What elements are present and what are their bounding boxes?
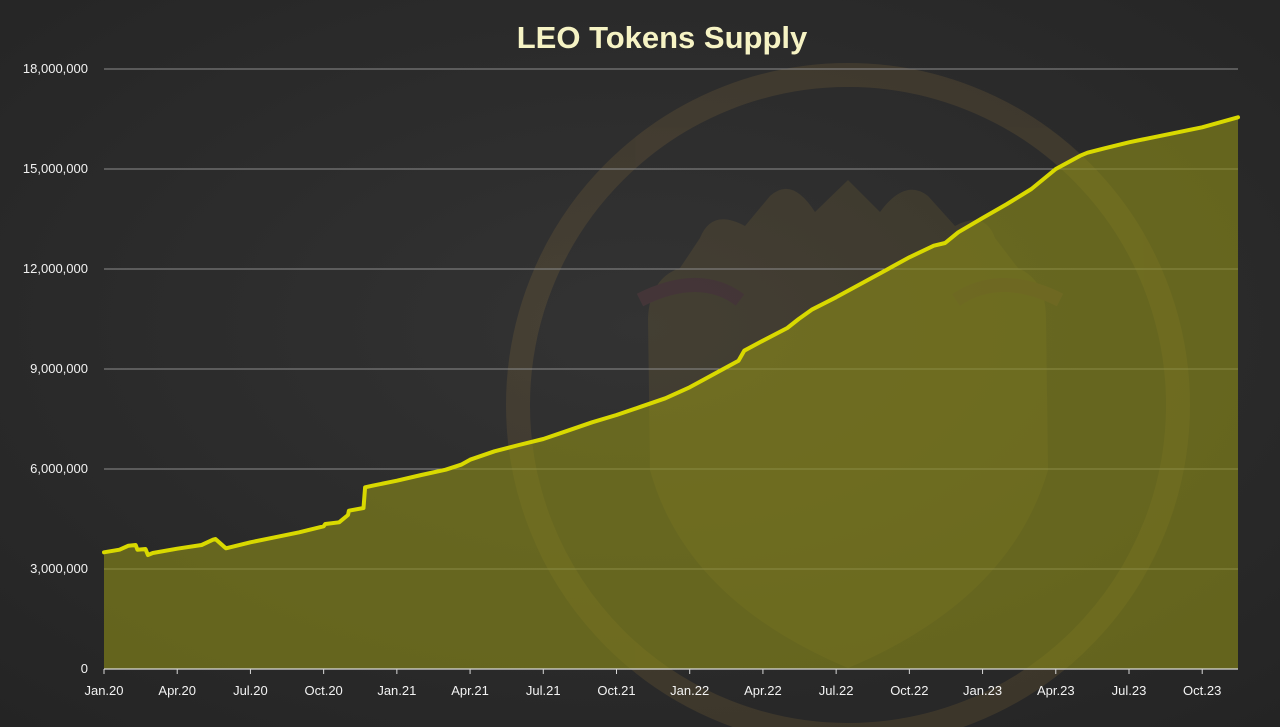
line-layer <box>102 115 1240 557</box>
y-tick-label: 12,000,000 <box>23 261 88 276</box>
supply-line <box>102 115 1240 557</box>
supply-area <box>104 117 1238 670</box>
x-tick-label: Jul.22 <box>819 683 854 698</box>
x-tick-label: Oct.22 <box>890 683 928 698</box>
chart-title: LEO Tokens Supply <box>517 20 808 55</box>
x-tick-label: Jan.22 <box>670 683 709 698</box>
y-tick-label: 18,000,000 <box>23 61 88 76</box>
x-tick-label: Apr.23 <box>1037 683 1075 698</box>
x-tick-label: Apr.22 <box>744 683 782 698</box>
x-tick-label: Apr.20 <box>158 683 196 698</box>
x-tick-label: Jan.21 <box>377 683 416 698</box>
y-tick-label: 0 <box>81 661 88 676</box>
x-axis-ticks: Jan.20 Apr.20 Jul.20 Oct.20 Jan.21 Apr.21 Jul.… <box>84 669 1221 698</box>
x-tick-label: Jul.20 <box>233 683 268 698</box>
y-tick-label: 3,000,000 <box>30 561 88 576</box>
y-tick-label: 9,000,000 <box>30 361 88 376</box>
x-tick-label: Jan.23 <box>963 683 1002 698</box>
x-tick-label: Oct.20 <box>304 683 342 698</box>
x-tick-label: Jul.23 <box>1112 683 1147 698</box>
x-tick-label: Oct.21 <box>597 683 635 698</box>
x-tick-label: Jul.21 <box>526 683 561 698</box>
x-tick-label: Apr.21 <box>451 683 489 698</box>
x-tick-label: Oct.23 <box>1183 683 1221 698</box>
y-tick-label: 15,000,000 <box>23 161 88 176</box>
y-tick-label: 6,000,000 <box>30 461 88 476</box>
y-axis-ticks: 0 3,000,000 6,000,000 9,000,000 12,000,000 15… <box>23 61 88 676</box>
x-tick-label: Jan.20 <box>84 683 123 698</box>
area-fill-layer <box>104 117 1238 670</box>
